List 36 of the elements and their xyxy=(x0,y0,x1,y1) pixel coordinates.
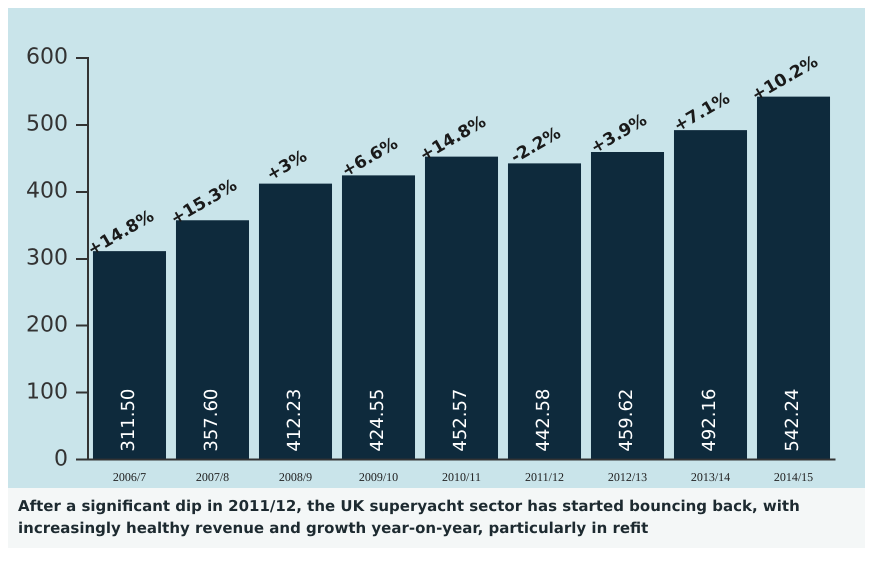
x-tick-label: 2007/8 xyxy=(196,470,230,484)
y-tick-label: 300 xyxy=(26,246,68,271)
x-tick-label: 2014/15 xyxy=(774,470,814,484)
y-tick-label: 400 xyxy=(26,178,68,204)
x-tick-label: 2013/14 xyxy=(690,470,730,484)
data-label: 357.60 xyxy=(201,388,222,452)
data-label: 542.24 xyxy=(782,388,804,452)
y-tick-label: 200 xyxy=(26,312,68,338)
y-tick-label: 600 xyxy=(26,44,68,70)
bar xyxy=(92,251,166,459)
y-tick-label: 100 xyxy=(26,379,68,404)
x-tick-label: 2012/13 xyxy=(608,470,648,484)
annotation: +3% xyxy=(263,146,311,186)
x-tick-label: 2008/9 xyxy=(278,470,312,484)
data-label: 424.55 xyxy=(367,388,388,452)
bar xyxy=(424,156,498,459)
x-tick-label: 2011/12 xyxy=(525,470,564,484)
y-tick-label: 500 xyxy=(26,112,68,137)
x-tick-label: 2006/7 xyxy=(112,470,146,484)
bar xyxy=(508,163,582,459)
x-tick-label: 2009/10 xyxy=(358,470,398,484)
data-label: 311.50 xyxy=(118,388,140,452)
data-label: 459.62 xyxy=(616,388,638,452)
bar xyxy=(756,96,830,459)
bar xyxy=(590,152,664,459)
text: After a significant dip in 2011/12, the UK superyacht sector has started bouncing back, with increasingly healthy revenue and growth year-on-year, particularly in refit xyxy=(18,496,801,539)
bar xyxy=(342,175,416,459)
data-label: 442.58 xyxy=(533,388,554,452)
data-label: 452.57 xyxy=(450,388,472,452)
y-tick-label: 0 xyxy=(54,446,68,472)
bar xyxy=(258,184,332,459)
bar xyxy=(176,220,250,459)
data-label: 412.23 xyxy=(284,388,306,452)
data-label: 492.16 xyxy=(699,388,720,452)
bar xyxy=(674,130,748,459)
x-tick-label: 2010/11 xyxy=(442,470,481,484)
